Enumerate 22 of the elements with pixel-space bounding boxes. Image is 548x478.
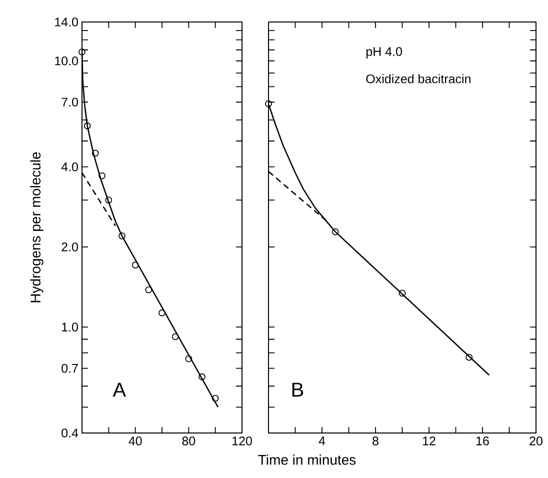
- x-tick-label: 80: [182, 436, 196, 446]
- x-tick-label: 4: [318, 436, 326, 446]
- y-tick-label: 1.0: [62, 322, 78, 332]
- annotation: pH 4.0: [366, 47, 402, 58]
- annotation: Oxidized bacitracin: [366, 74, 470, 84]
- y-tick-label: 7.0: [62, 98, 78, 107]
- annotation: A: [112, 382, 126, 397]
- x-axis-title: Time in minutes: [258, 454, 356, 465]
- x-tick-label: 40: [128, 436, 142, 446]
- x-tick-label: 120: [232, 436, 252, 446]
- y-tick-label: 10.0: [55, 56, 78, 66]
- y-tick-label: 4.0: [61, 162, 78, 172]
- y-tick-label: 2.0: [62, 242, 78, 252]
- y-tick-label: 0.4: [62, 428, 78, 438]
- y-tick-label: 0.7: [62, 364, 78, 373]
- x-tick-label: 8: [372, 436, 378, 446]
- x-tick-label: 16: [476, 436, 489, 446]
- y-axis-title: Hydrogens per molecule: [30, 152, 44, 302]
- x-tick-label: 20: [530, 436, 542, 446]
- y-tick-label: 14.0: [55, 18, 78, 26]
- x-tick-label: 12: [423, 436, 436, 446]
- annotation: B: [292, 382, 304, 397]
